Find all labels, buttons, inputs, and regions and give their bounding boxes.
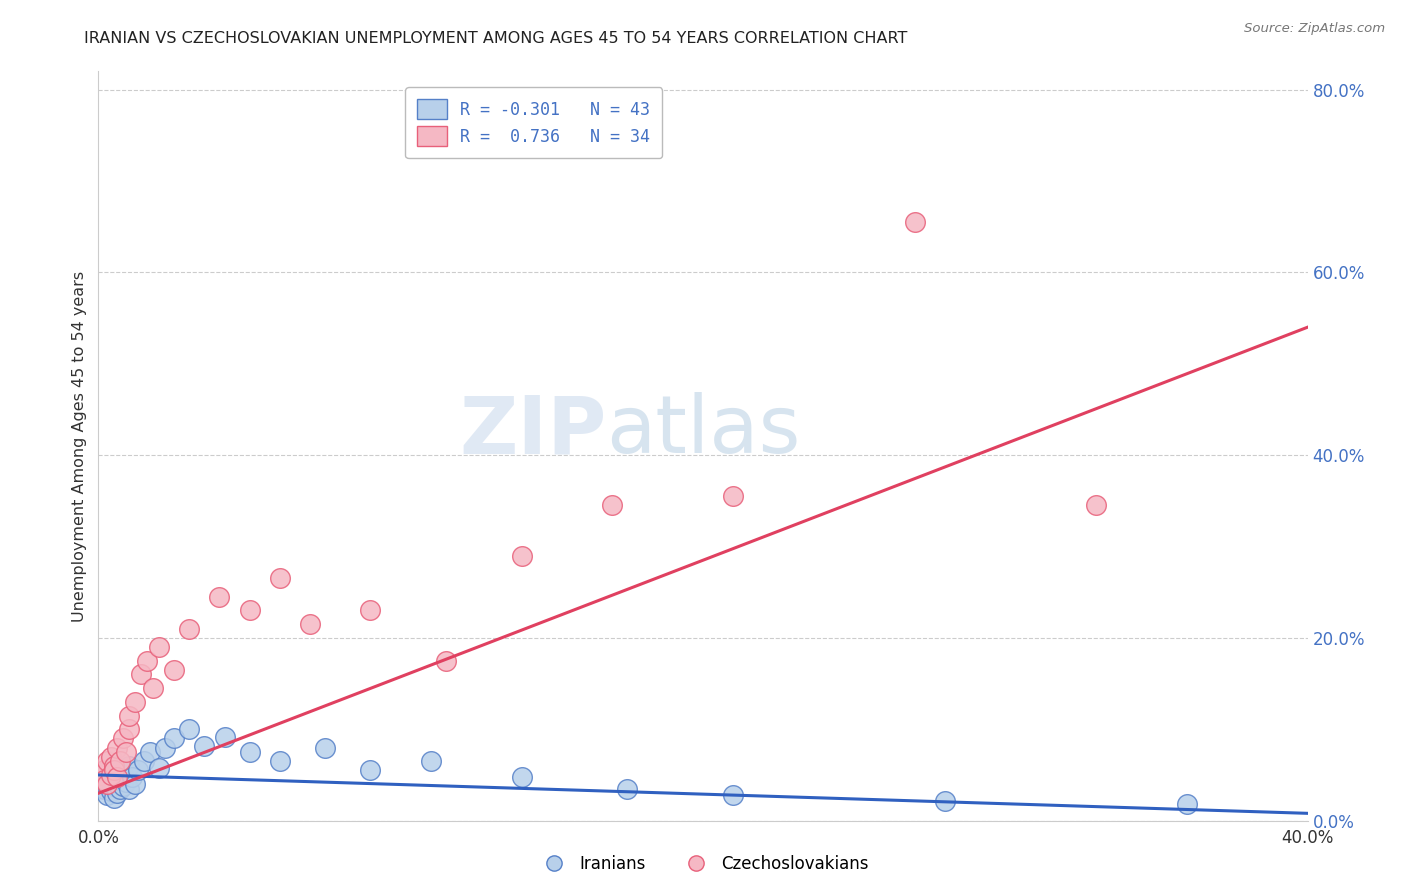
Point [132, 754, 155, 768]
Point [118, 781, 141, 796]
Point [510, 770, 533, 784]
Point [118, 759, 141, 773]
Point [299, 617, 322, 632]
Point [121, 770, 143, 784]
Point [420, 754, 443, 768]
Point [100, 768, 122, 782]
Text: ZIP: ZIP [458, 392, 606, 470]
Point [105, 740, 128, 755]
Point [103, 779, 125, 793]
Point [269, 754, 291, 768]
Point [510, 549, 533, 563]
Point [103, 759, 125, 773]
Point [239, 603, 262, 617]
Point [129, 667, 152, 681]
Y-axis label: Unemployment Among Ages 45 to 54 years: Unemployment Among Ages 45 to 54 years [72, 270, 87, 622]
Point [96, 754, 118, 768]
Point [111, 768, 134, 782]
Point [434, 654, 457, 668]
Point [105, 786, 128, 800]
Point [360, 603, 382, 617]
Point [1175, 797, 1198, 812]
Point [111, 731, 134, 746]
Point [163, 731, 186, 746]
Legend: Iranians, Czechoslovakians: Iranians, Czechoslovakians [531, 848, 875, 880]
Point [153, 740, 176, 755]
Point [124, 777, 146, 791]
Point [90, 772, 112, 787]
Point [723, 788, 745, 802]
Point [100, 770, 122, 784]
Point [179, 622, 201, 636]
Point [124, 695, 146, 709]
Point [214, 730, 236, 744]
Point [314, 740, 336, 755]
Point [135, 654, 157, 668]
Point [103, 759, 125, 773]
Point [179, 723, 201, 737]
Point [208, 590, 231, 604]
Point [127, 764, 149, 778]
Point [114, 775, 136, 789]
Point [103, 764, 125, 778]
Point [148, 761, 170, 775]
Point [269, 572, 291, 586]
Legend: R = -0.301   N = 43, R =  0.736   N = 34: R = -0.301 N = 43, R = 0.736 N = 34 [405, 87, 662, 158]
Point [96, 764, 118, 778]
Point [602, 499, 624, 513]
Point [103, 766, 125, 780]
Point [1085, 499, 1108, 513]
Point [118, 708, 141, 723]
Point [108, 754, 131, 768]
Point [93, 781, 115, 796]
Point [90, 768, 112, 782]
Point [100, 784, 122, 798]
Point [93, 764, 115, 778]
Point [108, 781, 131, 796]
Point [163, 663, 186, 677]
Point [96, 777, 118, 791]
Text: Source: ZipAtlas.com: Source: ZipAtlas.com [1244, 22, 1385, 36]
Point [96, 777, 118, 791]
Point [193, 739, 215, 753]
Point [93, 772, 115, 787]
Point [616, 781, 638, 796]
Point [239, 745, 262, 759]
Point [111, 779, 134, 793]
Point [723, 489, 745, 503]
Point [108, 772, 131, 787]
Point [360, 764, 382, 778]
Point [148, 640, 170, 654]
Point [142, 681, 165, 695]
Point [93, 768, 115, 782]
Point [904, 215, 927, 229]
Point [100, 749, 122, 764]
Text: IRANIAN VS CZECHOSLOVAKIAN UNEMPLOYMENT AMONG AGES 45 TO 54 YEARS CORRELATION CH: IRANIAN VS CZECHOSLOVAKIAN UNEMPLOYMENT … [84, 31, 908, 46]
Point [96, 788, 118, 802]
Point [139, 745, 162, 759]
Point [103, 790, 125, 805]
Point [118, 723, 141, 737]
Point [105, 770, 128, 784]
Point [108, 764, 131, 778]
Text: atlas: atlas [606, 392, 800, 470]
Point [114, 745, 136, 759]
Point [934, 793, 956, 807]
Point [105, 775, 128, 789]
